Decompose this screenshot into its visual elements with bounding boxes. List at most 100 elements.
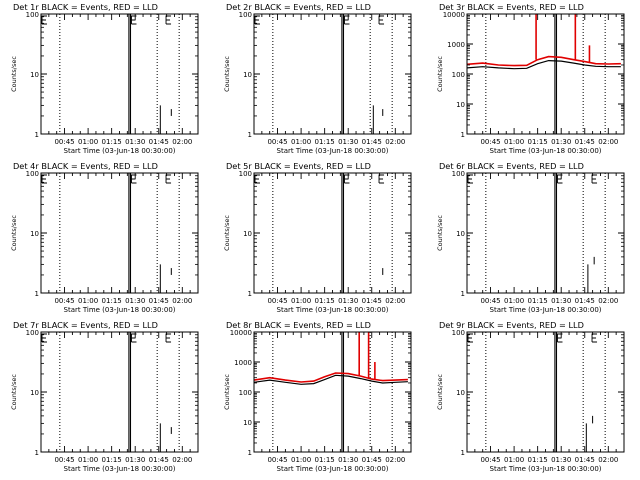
- bracket-mark: [131, 174, 137, 184]
- x-tick-label: 00:45: [480, 297, 500, 305]
- x-tick-label: 01:45: [362, 138, 382, 146]
- x-tick-label: 01:15: [528, 456, 548, 464]
- x-tick-label: 01:45: [149, 138, 169, 146]
- panel-det-9r: Det 9r BLACK = Events, RED = LLD Counts/s…: [436, 320, 625, 473]
- x-tick-label: 02:00: [598, 456, 618, 464]
- y-tick-label: 1: [461, 131, 465, 139]
- bracket-mark: [557, 333, 563, 343]
- x-axis-label: Start Time (03-Jun-18 00:30:00): [490, 465, 602, 473]
- panel-det-4r: Det 4r BLACK = Events, RED = LLD Counts/s…: [10, 161, 199, 314]
- panel-det-2r: Det 2r BLACK = Events, RED = LLD Counts/s…: [223, 2, 412, 155]
- bracket-mark: [557, 174, 563, 184]
- y-tick-label: 1: [248, 290, 252, 298]
- x-tick-label: 01:00: [504, 456, 524, 464]
- x-tick-label: 01:45: [149, 297, 169, 305]
- x-tick-label: 01:30: [551, 297, 571, 305]
- y-tick-label: 1: [461, 449, 465, 457]
- x-tick-label: 01:00: [504, 297, 524, 305]
- y-axis-label: Counts/sec: [223, 56, 231, 92]
- y-tick-label: 1: [35, 449, 39, 457]
- panel-title: Det 1r BLACK = Events, RED = LLD: [13, 2, 158, 12]
- y-tick-label: 100: [452, 329, 465, 337]
- y-tick-label: 1: [461, 290, 465, 298]
- x-tick-label: 01:15: [315, 456, 335, 464]
- x-tick-label: 00:45: [267, 297, 287, 305]
- plot-frame: [253, 13, 412, 135]
- x-tick-label: 01:45: [575, 138, 595, 146]
- x-tick-label: 00:45: [267, 456, 287, 464]
- bracket-mark: [165, 333, 172, 343]
- x-axis-label: Start Time (03-Jun-18 00:30:00): [277, 306, 389, 314]
- y-tick-label: 10: [30, 230, 39, 238]
- x-axis-label: Start Time (03-Jun-18 00:30:00): [64, 147, 176, 155]
- y-axis-label: Counts/sec: [10, 56, 18, 92]
- x-tick-label: 01:00: [291, 456, 311, 464]
- x-tick-label: 02:00: [172, 297, 192, 305]
- x-axis-label: Start Time (03-Jun-18 00:30:00): [277, 147, 389, 155]
- x-tick-label: 01:00: [504, 138, 524, 146]
- x-axis-label: Start Time (03-Jun-18 00:30:00): [277, 465, 389, 473]
- y-tick-label: 1000: [234, 359, 252, 367]
- panel-title: Det 3r BLACK = Events, RED = LLD: [439, 2, 584, 12]
- plot-frame: [40, 331, 199, 453]
- y-axis-label: Counts/sec: [436, 374, 444, 410]
- bracket-mark: [165, 174, 172, 184]
- y-axis-label: Counts/sec: [223, 215, 231, 251]
- x-tick-label: 01:45: [149, 456, 169, 464]
- panel-title: Det 7r BLACK = Events, RED = LLD: [13, 320, 158, 330]
- x-tick-label: 01:45: [362, 456, 382, 464]
- panel-title: Det 9r BLACK = Events, RED = LLD: [439, 320, 584, 330]
- bracket-mark: [344, 15, 350, 25]
- x-tick-label: 00:45: [54, 456, 74, 464]
- plot-frame: [466, 172, 625, 294]
- x-tick-label: 01:15: [102, 138, 122, 146]
- x-axis-label: Start Time (03-Jun-18 00:30:00): [64, 465, 176, 473]
- y-tick-label: 1000: [447, 41, 465, 49]
- x-tick-label: 01:30: [125, 138, 145, 146]
- panel-det-8r: Det 8r BLACK = Events, RED = LLD Counts/s…: [223, 320, 412, 473]
- plot-frame: [253, 172, 412, 294]
- y-tick-label: 100: [452, 170, 465, 178]
- x-tick-label: 01:15: [315, 138, 335, 146]
- y-tick-label: 100: [239, 389, 252, 397]
- x-tick-label: 01:30: [338, 297, 358, 305]
- x-tick-label: 02:00: [172, 456, 192, 464]
- x-tick-label: 02:00: [385, 297, 405, 305]
- x-tick-label: 01:15: [102, 297, 122, 305]
- bracket-mark: [591, 174, 598, 184]
- y-axis-label: Counts/sec: [10, 215, 18, 251]
- x-tick-label: 00:45: [54, 138, 74, 146]
- bracket-mark: [378, 174, 385, 184]
- x-tick-label: 01:15: [528, 138, 548, 146]
- lld-series-line: [253, 372, 408, 383]
- plot-frame: [40, 13, 199, 135]
- bracket-mark: [344, 174, 350, 184]
- x-tick-label: 02:00: [172, 138, 192, 146]
- x-tick-label: 00:45: [480, 456, 500, 464]
- panel-det-7r: Det 7r BLACK = Events, RED = LLD Counts/s…: [10, 320, 199, 473]
- x-tick-label: 01:45: [362, 297, 382, 305]
- x-tick-label: 01:00: [78, 297, 98, 305]
- x-tick-label: 01:00: [78, 456, 98, 464]
- x-tick-label: 01:30: [551, 456, 571, 464]
- x-tick-label: 01:30: [125, 456, 145, 464]
- y-axis-label: Counts/sec: [223, 374, 231, 410]
- y-tick-label: 10000: [230, 329, 252, 337]
- x-tick-label: 00:45: [54, 297, 74, 305]
- panel-det-1r: Det 1r BLACK = Events, RED = LLD Counts/s…: [10, 2, 199, 155]
- x-tick-label: 01:15: [102, 456, 122, 464]
- y-tick-label: 10: [30, 71, 39, 79]
- panel-title: Det 8r BLACK = Events, RED = LLD: [226, 320, 371, 330]
- bracket-mark: [165, 15, 172, 25]
- y-tick-label: 1: [35, 290, 39, 298]
- plot-frame: [40, 172, 199, 294]
- y-tick-label: 10: [456, 101, 465, 109]
- x-tick-label: 02:00: [598, 297, 618, 305]
- y-tick-label: 1: [248, 131, 252, 139]
- panel-title: Det 2r BLACK = Events, RED = LLD: [226, 2, 371, 12]
- x-tick-label: 01:30: [551, 138, 571, 146]
- y-axis-label: Counts/sec: [436, 56, 444, 92]
- panel-title: Det 4r BLACK = Events, RED = LLD: [13, 161, 158, 171]
- x-tick-label: 02:00: [385, 138, 405, 146]
